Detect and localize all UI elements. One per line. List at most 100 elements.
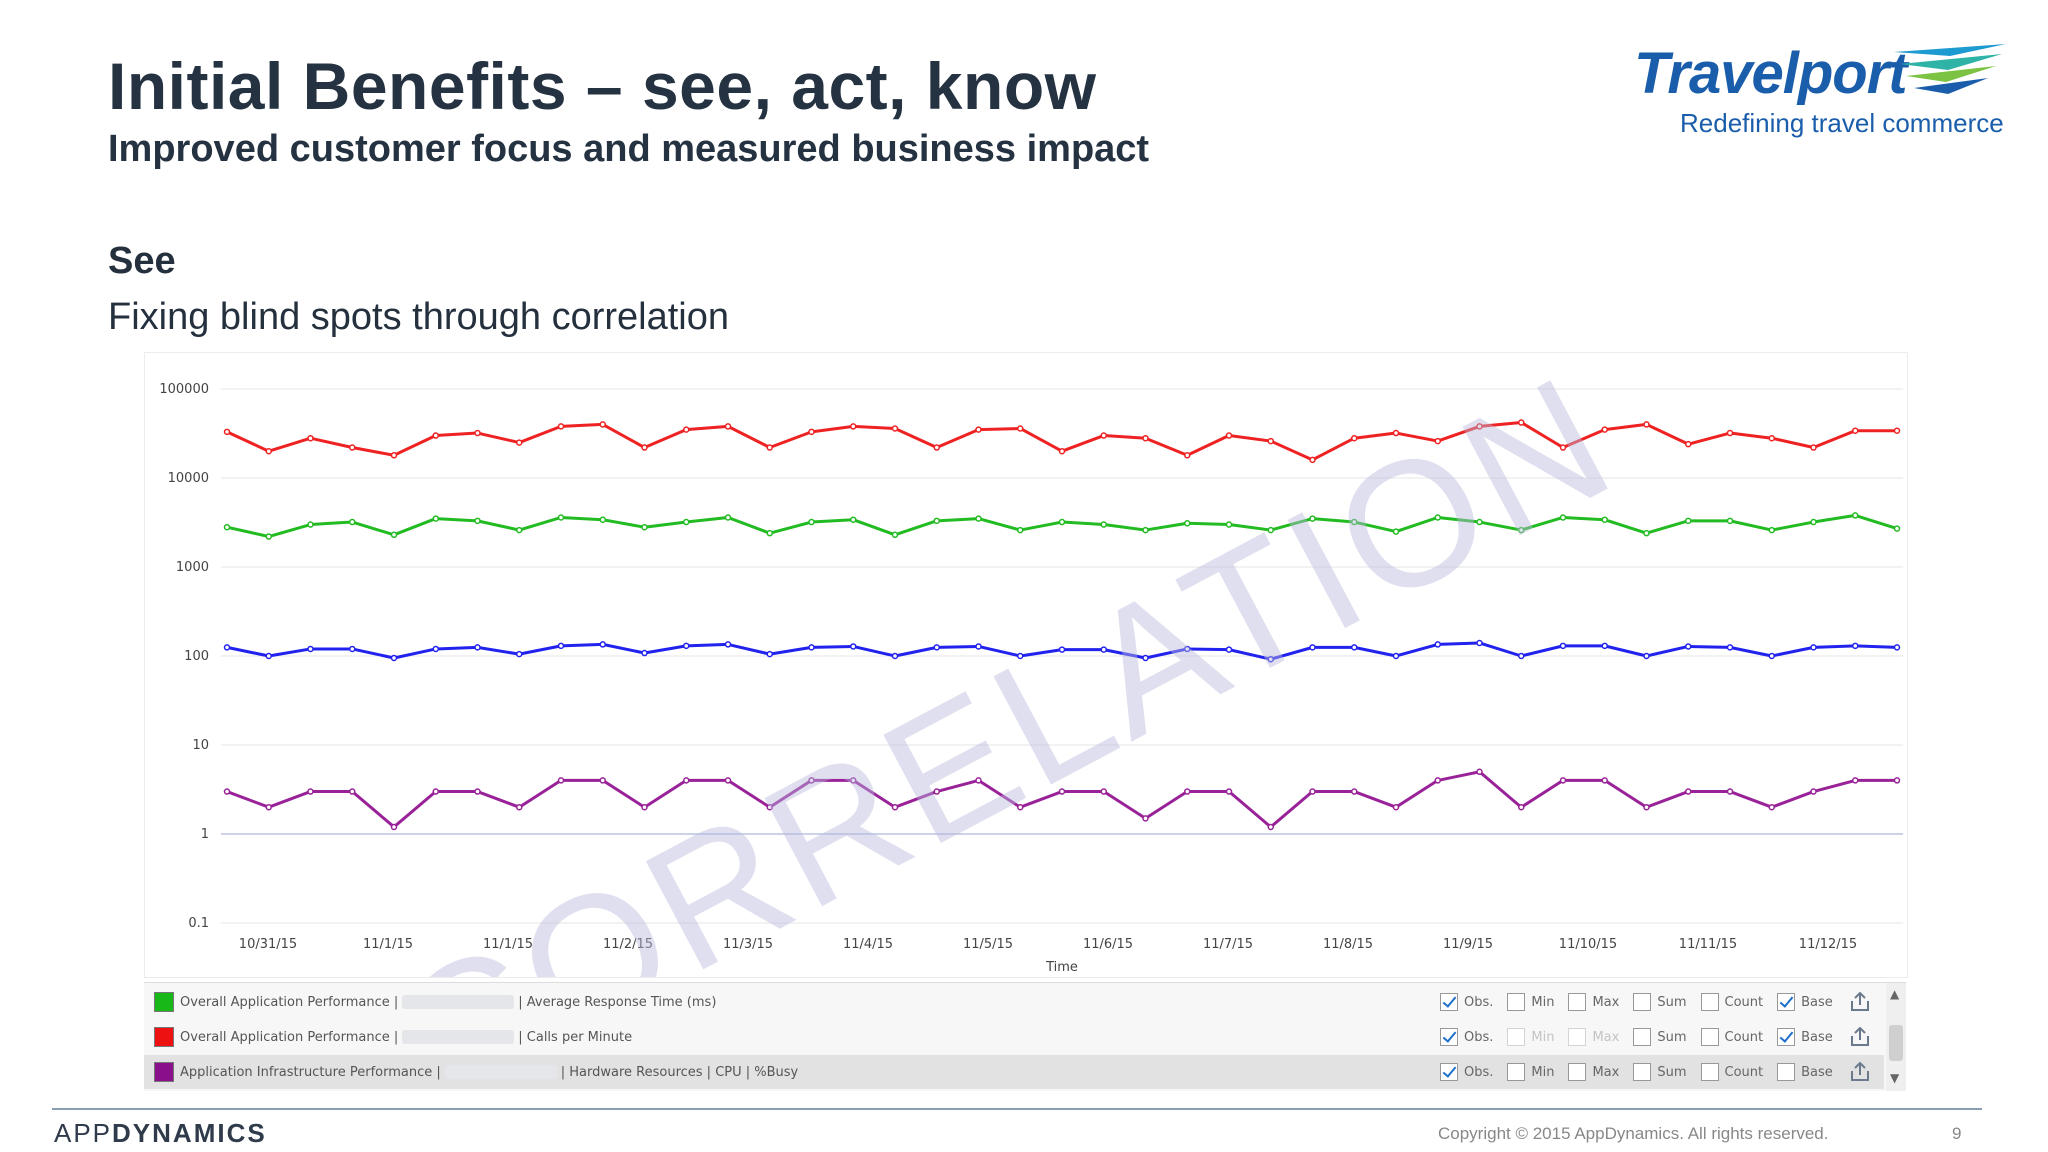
data-point bbox=[975, 426, 982, 433]
data-point bbox=[1768, 434, 1775, 442]
option-max[interactable]: Max bbox=[1568, 993, 1619, 1011]
option-checkbox[interactable] bbox=[1633, 1028, 1652, 1046]
data-point bbox=[1643, 803, 1650, 811]
export-icon[interactable] bbox=[1849, 1027, 1871, 1047]
data-point bbox=[1017, 652, 1024, 660]
option-label: Count bbox=[1724, 1029, 1764, 1045]
data-point bbox=[1309, 788, 1316, 795]
data-point bbox=[1100, 432, 1107, 439]
option-checkbox[interactable] bbox=[1507, 1028, 1526, 1046]
y-tick-label: 1 bbox=[201, 827, 209, 842]
option-label: Min bbox=[1531, 1029, 1555, 1045]
data-point bbox=[1351, 434, 1358, 442]
option-checkbox[interactable] bbox=[1633, 1063, 1652, 1081]
option-max[interactable]: Max bbox=[1568, 1063, 1619, 1081]
legend-row[interactable]: Overall Application Performance | | Avera… bbox=[144, 985, 1884, 1019]
option-base[interactable]: Base bbox=[1777, 993, 1833, 1011]
data-point bbox=[1225, 521, 1233, 528]
option-obs[interactable]: Obs. bbox=[1440, 993, 1493, 1011]
data-point bbox=[516, 439, 523, 446]
data-point bbox=[1559, 642, 1567, 650]
scroll-up-icon[interactable]: ▲ bbox=[1890, 987, 1900, 1001]
data-point bbox=[1726, 429, 1734, 437]
option-checkbox[interactable] bbox=[1440, 1063, 1458, 1081]
metric-name: Overall Application Performance | bbox=[180, 994, 399, 1010]
slide-title: Initial Benefits – see, act, know bbox=[108, 49, 1097, 123]
y-tick-label: 100 bbox=[184, 649, 209, 664]
export-icon[interactable] bbox=[1849, 992, 1871, 1012]
option-count[interactable]: Count bbox=[1700, 993, 1763, 1011]
data-point bbox=[265, 533, 272, 540]
option-checkbox[interactable] bbox=[1440, 1028, 1458, 1046]
export-icon[interactable] bbox=[1849, 1062, 1871, 1082]
data-point bbox=[516, 803, 523, 811]
data-point bbox=[1601, 516, 1608, 523]
option-checkbox[interactable] bbox=[1777, 1028, 1796, 1046]
data-point bbox=[349, 645, 356, 653]
option-base[interactable]: Base bbox=[1777, 1028, 1833, 1046]
option-min[interactable]: Min bbox=[1507, 1063, 1554, 1081]
option-obs[interactable]: Obs. bbox=[1440, 1028, 1493, 1046]
option-min[interactable]: Min bbox=[1507, 1028, 1554, 1046]
option-sum[interactable]: Sum bbox=[1633, 1028, 1687, 1046]
data-point bbox=[850, 423, 857, 430]
option-checkbox[interactable] bbox=[1633, 993, 1652, 1011]
option-count[interactable]: Count bbox=[1700, 1063, 1763, 1081]
legend-scrollbar[interactable]: ▲ ▼ bbox=[1886, 983, 1906, 1091]
legend-row[interactable]: Application Infrastructure Performance |… bbox=[144, 1055, 1884, 1089]
data-point bbox=[1351, 644, 1358, 651]
option-sum[interactable]: Sum bbox=[1633, 993, 1687, 1011]
option-checkbox[interactable] bbox=[1700, 1028, 1719, 1046]
series-options: Obs. Min Max Sum Count Base bbox=[1440, 1020, 1871, 1054]
data-point bbox=[1434, 437, 1441, 445]
option-obs[interactable]: Obs. bbox=[1440, 1063, 1493, 1081]
option-checkbox[interactable] bbox=[1777, 1063, 1796, 1081]
series-color-swatch[interactable] bbox=[154, 992, 174, 1012]
data-point bbox=[557, 514, 565, 521]
option-checkbox[interactable] bbox=[1568, 1028, 1587, 1046]
option-label: Min bbox=[1531, 994, 1555, 1010]
option-count[interactable]: Count bbox=[1700, 1028, 1764, 1046]
option-checkbox[interactable] bbox=[1568, 1063, 1587, 1081]
data-point bbox=[808, 777, 815, 784]
data-point bbox=[1893, 644, 1901, 651]
option-max[interactable]: Max bbox=[1568, 1028, 1619, 1046]
x-tick-label: 11/4/15 bbox=[843, 937, 893, 952]
metric-legend: Overall Application Performance | | Avera… bbox=[144, 982, 1906, 1091]
data-point bbox=[891, 652, 899, 660]
data-point bbox=[1476, 518, 1483, 526]
data-point bbox=[557, 777, 565, 784]
data-point bbox=[641, 803, 648, 811]
data-point bbox=[724, 514, 732, 521]
option-checkbox[interactable] bbox=[1568, 993, 1587, 1011]
option-checkbox[interactable] bbox=[1507, 993, 1526, 1011]
scroll-thumb[interactable] bbox=[1889, 1025, 1903, 1061]
data-point bbox=[1852, 777, 1859, 784]
series-options: Obs. Min Max Sum Count Base bbox=[1440, 985, 1871, 1019]
data-point bbox=[1351, 518, 1358, 526]
series-color-swatch[interactable] bbox=[154, 1062, 174, 1082]
data-point bbox=[1893, 525, 1901, 532]
option-checkbox[interactable] bbox=[1507, 1063, 1526, 1081]
option-checkbox[interactable] bbox=[1777, 993, 1796, 1011]
series-color-swatch[interactable] bbox=[154, 1027, 174, 1047]
data-point bbox=[1058, 788, 1066, 795]
data-point bbox=[1893, 777, 1901, 784]
option-min[interactable]: Min bbox=[1507, 993, 1554, 1011]
option-sum[interactable]: Sum bbox=[1633, 1063, 1687, 1081]
data-point bbox=[891, 803, 899, 811]
option-label: Base bbox=[1801, 1064, 1833, 1080]
data-point bbox=[1518, 803, 1525, 811]
option-checkbox[interactable] bbox=[1700, 1063, 1719, 1081]
option-checkbox[interactable] bbox=[1440, 993, 1458, 1011]
legend-row[interactable]: Overall Application Performance | | Calls… bbox=[144, 1020, 1884, 1054]
copyright-text: Copyright © 2015 AppDynamics. All rights… bbox=[1438, 1124, 1829, 1143]
metric-suffix: | Calls per Minute bbox=[518, 1029, 633, 1045]
option-checkbox[interactable] bbox=[1700, 993, 1719, 1011]
data-point bbox=[683, 426, 690, 433]
data-point bbox=[724, 423, 732, 430]
data-point bbox=[1685, 440, 1692, 448]
redacted-tier-name bbox=[444, 1065, 557, 1079]
option-base[interactable]: Base bbox=[1777, 1063, 1833, 1081]
scroll-down-icon[interactable]: ▼ bbox=[1890, 1071, 1900, 1085]
